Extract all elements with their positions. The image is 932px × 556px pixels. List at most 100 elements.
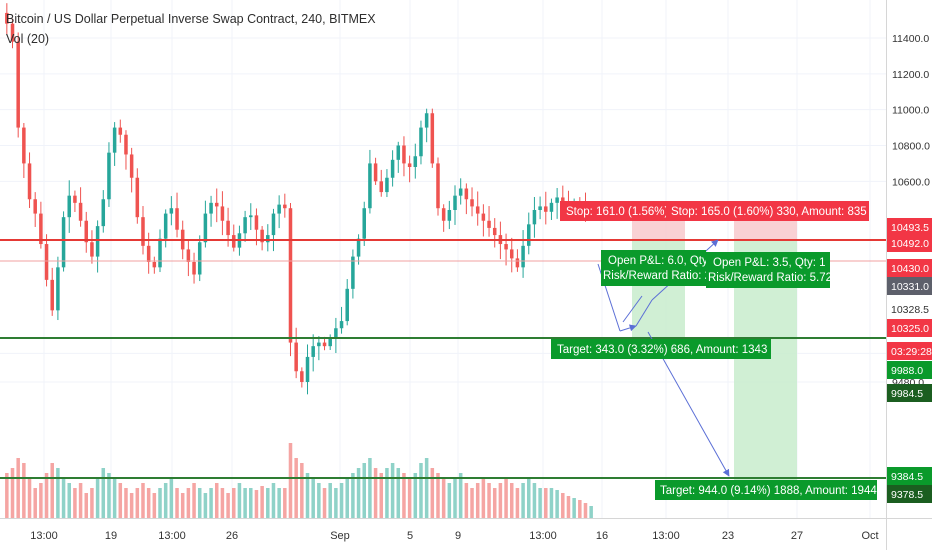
price-badge-label: 9988.0 (891, 365, 923, 377)
volume-bar (566, 496, 571, 518)
candle-body (95, 226, 100, 257)
price-badge-label: 10493.5 (891, 222, 929, 234)
candle-body (44, 244, 49, 280)
volume-bar (27, 478, 32, 518)
candle-body (413, 156, 418, 167)
volume-indicator-label[interactable]: Vol (20) (6, 32, 50, 46)
candle-body (470, 199, 474, 207)
price-badge (887, 277, 932, 295)
volume-bar (169, 478, 174, 518)
candle-body (396, 145, 401, 160)
candle-body (430, 113, 435, 164)
volume-bar (544, 488, 548, 518)
candle-body (402, 145, 406, 164)
price-badge-label: 10325.0 (891, 323, 929, 335)
volume-bar (413, 473, 418, 518)
volume-bar (373, 468, 378, 518)
candle-body (5, 12, 9, 24)
volume-bar (146, 488, 151, 518)
volume-bar (424, 458, 429, 518)
candle-body (266, 235, 270, 243)
time-axis[interactable]: 13:00 19 13:00 26 Sep 5 9 13:00 16 13:00 23 27 Oct (0, 518, 886, 550)
price-badge (887, 218, 932, 236)
candle-body (33, 199, 37, 214)
candle-body (141, 217, 145, 246)
volume-bar (101, 468, 106, 518)
open-pnl-1-line1: Open P&L: 6.0, Qty: (608, 255, 711, 267)
open-pnl-label-1[interactable]: Open P&L: 6.0, Qty: Risk/Reward Ratio: 2 (601, 250, 711, 286)
stop-zone-2 (734, 221, 797, 241)
volume-bar (385, 468, 389, 518)
volume-bar (288, 443, 293, 518)
candle-body (78, 202, 83, 221)
volume-bar (334, 488, 338, 518)
candle-body (356, 238, 361, 257)
candle-body (441, 208, 446, 221)
volume-bar (214, 483, 219, 518)
price-axis[interactable]: 11400.011200.011000.010800.010600.09640.… (886, 0, 932, 518)
volume-bar (549, 488, 554, 518)
volume-bar (158, 488, 162, 518)
volume-bar (356, 468, 361, 518)
candle-body (527, 224, 531, 246)
candle-body (475, 206, 480, 214)
volume-bar (339, 483, 344, 518)
open-pnl-label-2[interactable]: Open P&L: 3.5, Qty: 1 Risk/Reward Ratio:… (706, 252, 832, 288)
target-label-2[interactable]: Target: 944.0 (9.14%) 1888, Amount: 1944 (655, 480, 877, 500)
candle-body (118, 127, 123, 135)
candle-body (192, 261, 196, 275)
candle-body (300, 371, 304, 382)
price-tick-label: 10800.0 (892, 141, 930, 153)
volume-bar (124, 488, 128, 518)
candle-body (152, 261, 157, 268)
candle-body (424, 113, 429, 128)
target-label-1-text: Target: 343.0 (3.32%) 686, Amount: 1343 (557, 344, 767, 356)
time-tick-label: 13:00 (30, 530, 58, 542)
stop-label-2[interactable]: Stop: 165.0 (1.60%) 330, Amount: 835 (666, 201, 869, 221)
volume-bar (589, 506, 593, 518)
volume-bar (492, 488, 497, 518)
price-badge-label: 10331.0 (891, 281, 929, 293)
stop-label-1[interactable]: Stop: 161.0 (1.56%) (560, 201, 668, 221)
price-badge (887, 467, 932, 485)
target-label-1[interactable]: Target: 343.0 (3.32%) 686, Amount: 1343 (551, 339, 771, 359)
volume-bar (5, 473, 9, 518)
target-label-2-text: Target: 944.0 (9.14%) 1888, Amount: 1944 (660, 485, 877, 497)
candle-body (549, 202, 554, 212)
volume-bar (67, 483, 71, 518)
volume-bar (322, 488, 327, 518)
candle-body (481, 213, 486, 221)
candle-body (492, 227, 497, 236)
candle-body (107, 152, 111, 200)
volume-bar (351, 473, 355, 518)
volume-bar (515, 488, 520, 518)
volume-bar (175, 488, 179, 518)
volume-bar (249, 488, 253, 518)
candle-body (368, 163, 372, 209)
price-chart[interactable]: Stop: 161.0 (1.56%) Stop: 165.0 (1.60%) … (0, 0, 886, 518)
volume-bar (61, 478, 66, 518)
volume-bar (73, 488, 77, 518)
stop-label-1-text: Stop: 161.0 (1.56%) (566, 206, 668, 218)
candle-body (453, 195, 457, 210)
volume-bar (430, 468, 435, 518)
candle-body (407, 163, 412, 167)
volume-bar (532, 483, 537, 518)
candle-body (288, 208, 293, 343)
candle-body (271, 213, 276, 236)
chart-area[interactable]: Stop: 161.0 (1.56%) Stop: 165.0 (1.60%) … (0, 0, 886, 518)
volume-bar (470, 488, 474, 518)
candle-body (146, 245, 151, 262)
volume-bar (50, 463, 54, 518)
candle-body (504, 244, 508, 250)
candle-body (27, 163, 32, 200)
position-labels[interactable]: Stop: 161.0 (1.56%) Stop: 165.0 (1.60%) … (551, 201, 877, 500)
candle-body (129, 154, 134, 178)
open-pnl-2-line2: Risk/Reward Ratio: 5.72 (708, 272, 832, 284)
price-badge (887, 319, 932, 337)
candle-body (379, 181, 384, 193)
candle-body (232, 235, 236, 248)
volume-bar (583, 503, 588, 518)
volume-bars (5, 443, 593, 518)
stop-label-2-text: Stop: 165.0 (1.60%) 330, Amount: 835 (671, 206, 867, 218)
